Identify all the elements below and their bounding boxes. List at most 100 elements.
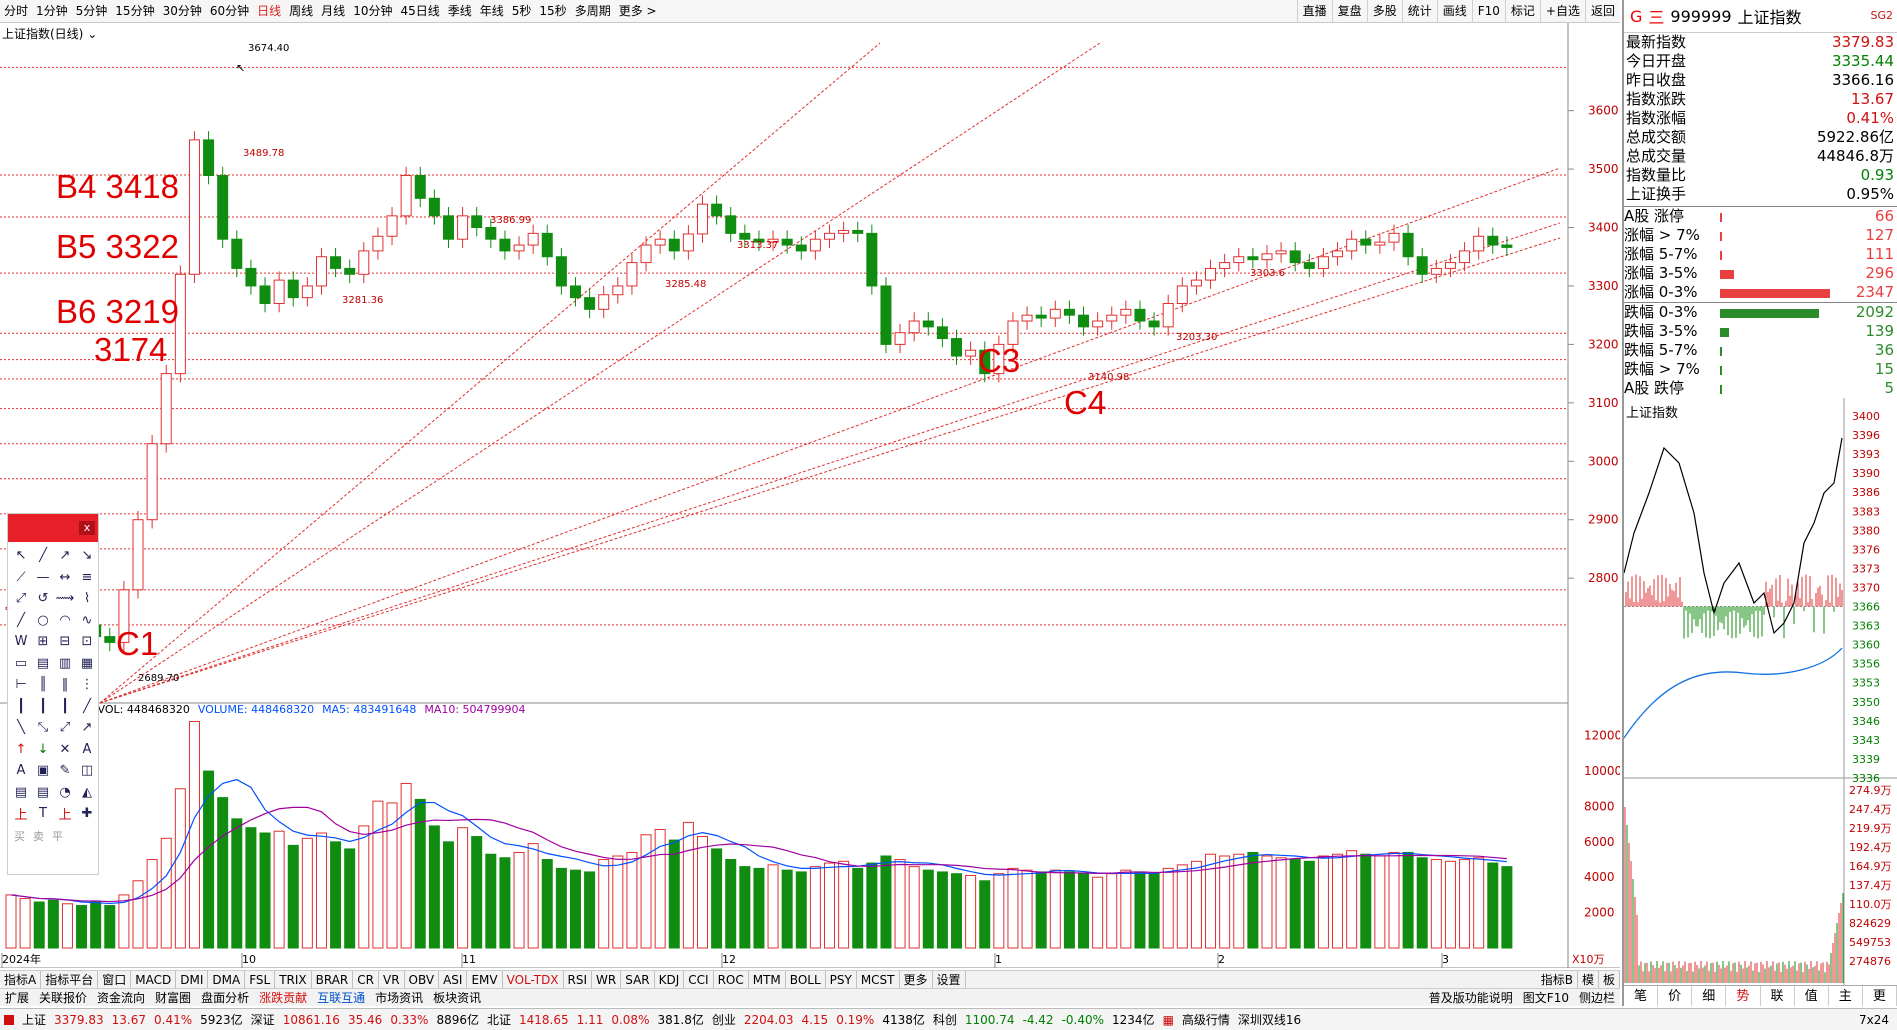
- drawing-tool-icon[interactable]: ↺: [37, 591, 49, 607]
- status-extra-advanced[interactable]: 高级行情: [1181, 1013, 1230, 1027]
- timeframe-tab[interactable]: 日线: [257, 3, 282, 18]
- drawing-tool-icon[interactable]: ⟿: [55, 591, 75, 607]
- timeframe-tab[interactable]: 60分钟: [209, 3, 250, 18]
- panel-tab[interactable]: 价: [1658, 986, 1693, 1006]
- extension-tab-right[interactable]: 图文F10: [1522, 991, 1569, 1005]
- indicator-tab[interactable]: MACD: [131, 971, 177, 988]
- drawing-tool-icon[interactable]: ║: [39, 677, 47, 693]
- indicator-tab-right[interactable]: 指标B: [1537, 971, 1578, 989]
- indicator-tab[interactable]: DMA: [208, 971, 246, 988]
- timeframe-tab[interactable]: 15秒: [539, 3, 567, 18]
- timeframe-tab[interactable]: 季线: [447, 3, 472, 18]
- toolbar-button[interactable]: F10: [1471, 0, 1505, 23]
- timeframe-tab[interactable]: 月线: [321, 3, 346, 18]
- extension-tab[interactable]: 盘面分析: [201, 991, 250, 1005]
- drawing-tool-icon[interactable]: 上: [58, 808, 72, 824]
- drawing-tool-icon[interactable]: ↖: [15, 548, 27, 564]
- drawing-tool-icon[interactable]: ↔: [59, 569, 71, 585]
- indicator-tab[interactable]: WR: [592, 971, 622, 988]
- indicator-tab[interactable]: BOLL: [786, 971, 826, 988]
- panel-tab[interactable]: 更: [1863, 986, 1897, 1006]
- toolbar-button[interactable]: 统计: [1401, 0, 1437, 23]
- timeframe-tab[interactable]: 30分钟: [162, 3, 202, 18]
- indicator-tab[interactable]: EMV: [467, 971, 503, 988]
- extension-tab[interactable]: 资金流向: [97, 991, 146, 1005]
- drawing-tool-icon[interactable]: ≡: [81, 569, 93, 585]
- drawing-tool-icon[interactable]: ⋮: [80, 677, 94, 693]
- indicator-tab[interactable]: MCST: [857, 971, 900, 988]
- panel-tab[interactable]: 笔: [1624, 986, 1659, 1006]
- toolbar-button[interactable]: 复盘: [1331, 0, 1367, 23]
- flat-marker[interactable]: 平: [52, 829, 63, 843]
- extension-tab[interactable]: 扩展: [5, 991, 30, 1005]
- panel-tab[interactable]: 联: [1761, 986, 1795, 1006]
- drawing-tool-icon[interactable]: A: [16, 763, 26, 779]
- status-time[interactable]: 7x24: [1858, 1012, 1889, 1027]
- timeframe-tab[interactable]: 更多 >: [618, 3, 657, 18]
- indicator-tab[interactable]: 指标A: [0, 971, 42, 988]
- drawing-tool-icon[interactable]: ⊢: [15, 677, 27, 693]
- drawing-tool-icon[interactable]: ▭: [14, 655, 28, 671]
- drawing-tool-icon[interactable]: ‖: [61, 677, 69, 693]
- drawing-tool-icon[interactable]: W: [14, 634, 28, 650]
- drawing-tool-icon[interactable]: ╱: [39, 548, 47, 564]
- drawing-tool-icon[interactable]: A: [82, 741, 92, 757]
- kline-chart[interactable]: 360035003400330032003100300029002800↖120…: [0, 23, 1620, 968]
- drawing-tool-icon[interactable]: ⊞: [37, 634, 49, 650]
- dropdown-icon[interactable]: ⌄: [87, 27, 98, 41]
- indicator-tab[interactable]: 指标平台: [41, 971, 99, 988]
- indicator-tab[interactable]: DMI: [176, 971, 209, 988]
- panel-tab[interactable]: 主: [1829, 986, 1863, 1006]
- indicator-tab[interactable]: VOL-TDX: [503, 971, 564, 988]
- sg-badge[interactable]: SG2: [1870, 9, 1893, 22]
- toolbar-button[interactable]: 多股: [1366, 0, 1402, 23]
- drawing-tool-icon[interactable]: ⤢: [15, 591, 27, 607]
- drawing-tool-icon[interactable]: ⊟: [59, 634, 71, 650]
- extension-tab[interactable]: 关联报价: [39, 991, 88, 1005]
- chart-title[interactable]: 上证指数(日线) ⌄: [2, 27, 98, 41]
- drawing-tool-icon[interactable]: ◫: [80, 763, 94, 779]
- drawing-tool-icon[interactable]: T: [39, 806, 47, 822]
- indicator-tab[interactable]: TRIX: [275, 971, 312, 988]
- drawing-tool-icon[interactable]: ✎: [59, 763, 71, 779]
- drawing-tool-icon[interactable]: ↑: [15, 741, 27, 757]
- drawing-tool-icon[interactable]: ∿: [81, 612, 93, 628]
- timeframe-tab[interactable]: 多周期: [574, 3, 611, 18]
- indicator-tab[interactable]: 窗口: [98, 971, 132, 988]
- drawing-tool-icon[interactable]: ↘: [81, 548, 93, 564]
- menu-icon[interactable]: 三: [1648, 8, 1665, 27]
- indicator-tab-right[interactable]: 板: [1599, 971, 1620, 989]
- drawing-toolbox-header[interactable]: x: [8, 514, 98, 542]
- toolbar-button[interactable]: +自选: [1539, 0, 1585, 23]
- buy-marker[interactable]: 买: [14, 829, 25, 843]
- indicator-tab[interactable]: CCI: [684, 971, 714, 988]
- timeframe-tab[interactable]: 45日线: [400, 3, 440, 18]
- timeframe-tab[interactable]: 年线: [479, 3, 504, 18]
- intraday-chart[interactable]: 3400 3396 3393 3390 3386 3383 3380 3376 3373 3370…: [1624, 398, 1897, 985]
- drawing-tool-icon[interactable]: ▤: [36, 655, 50, 671]
- drawing-tool-icon[interactable]: ⟋: [16, 569, 26, 585]
- indicator-tab[interactable]: KDJ: [655, 971, 685, 988]
- drawing-tool-icon[interactable]: ↓: [37, 741, 49, 757]
- drawing-tool-icon[interactable]: ▣: [36, 763, 50, 779]
- timeframe-tab[interactable]: 10分钟: [353, 3, 393, 18]
- drawing-tool-icon[interactable]: ⊡: [81, 634, 93, 650]
- drawing-tool-icon[interactable]: ↗: [59, 548, 71, 564]
- indicator-tab[interactable]: VR: [379, 971, 405, 988]
- indicator-tab[interactable]: 设置: [933, 971, 966, 988]
- status-kc-name[interactable]: 科创: [932, 1013, 957, 1027]
- status-sz-name[interactable]: 深证: [250, 1013, 275, 1027]
- timeframe-tab[interactable]: 1分钟: [36, 3, 68, 18]
- drawing-tool-icon[interactable]: ▤: [36, 784, 50, 800]
- indicator-tab[interactable]: BRAR: [312, 971, 354, 988]
- status-extra-line[interactable]: 深圳双线16: [1237, 1013, 1302, 1027]
- g-icon[interactable]: G: [1630, 6, 1643, 26]
- sell-marker[interactable]: 卖: [33, 829, 44, 843]
- toolbar-button[interactable]: 标记: [1504, 0, 1540, 23]
- drawing-tool-icon[interactable]: ⌇: [83, 591, 91, 607]
- indicator-tab-right[interactable]: 模: [1578, 971, 1599, 989]
- status-sh-name[interactable]: 上证: [22, 1013, 47, 1027]
- timeframe-tab[interactable]: 5秒: [511, 3, 532, 18]
- drawing-tool-icon[interactable]: ╲: [17, 720, 25, 736]
- drawing-tool-icon[interactable]: ◠: [59, 612, 71, 628]
